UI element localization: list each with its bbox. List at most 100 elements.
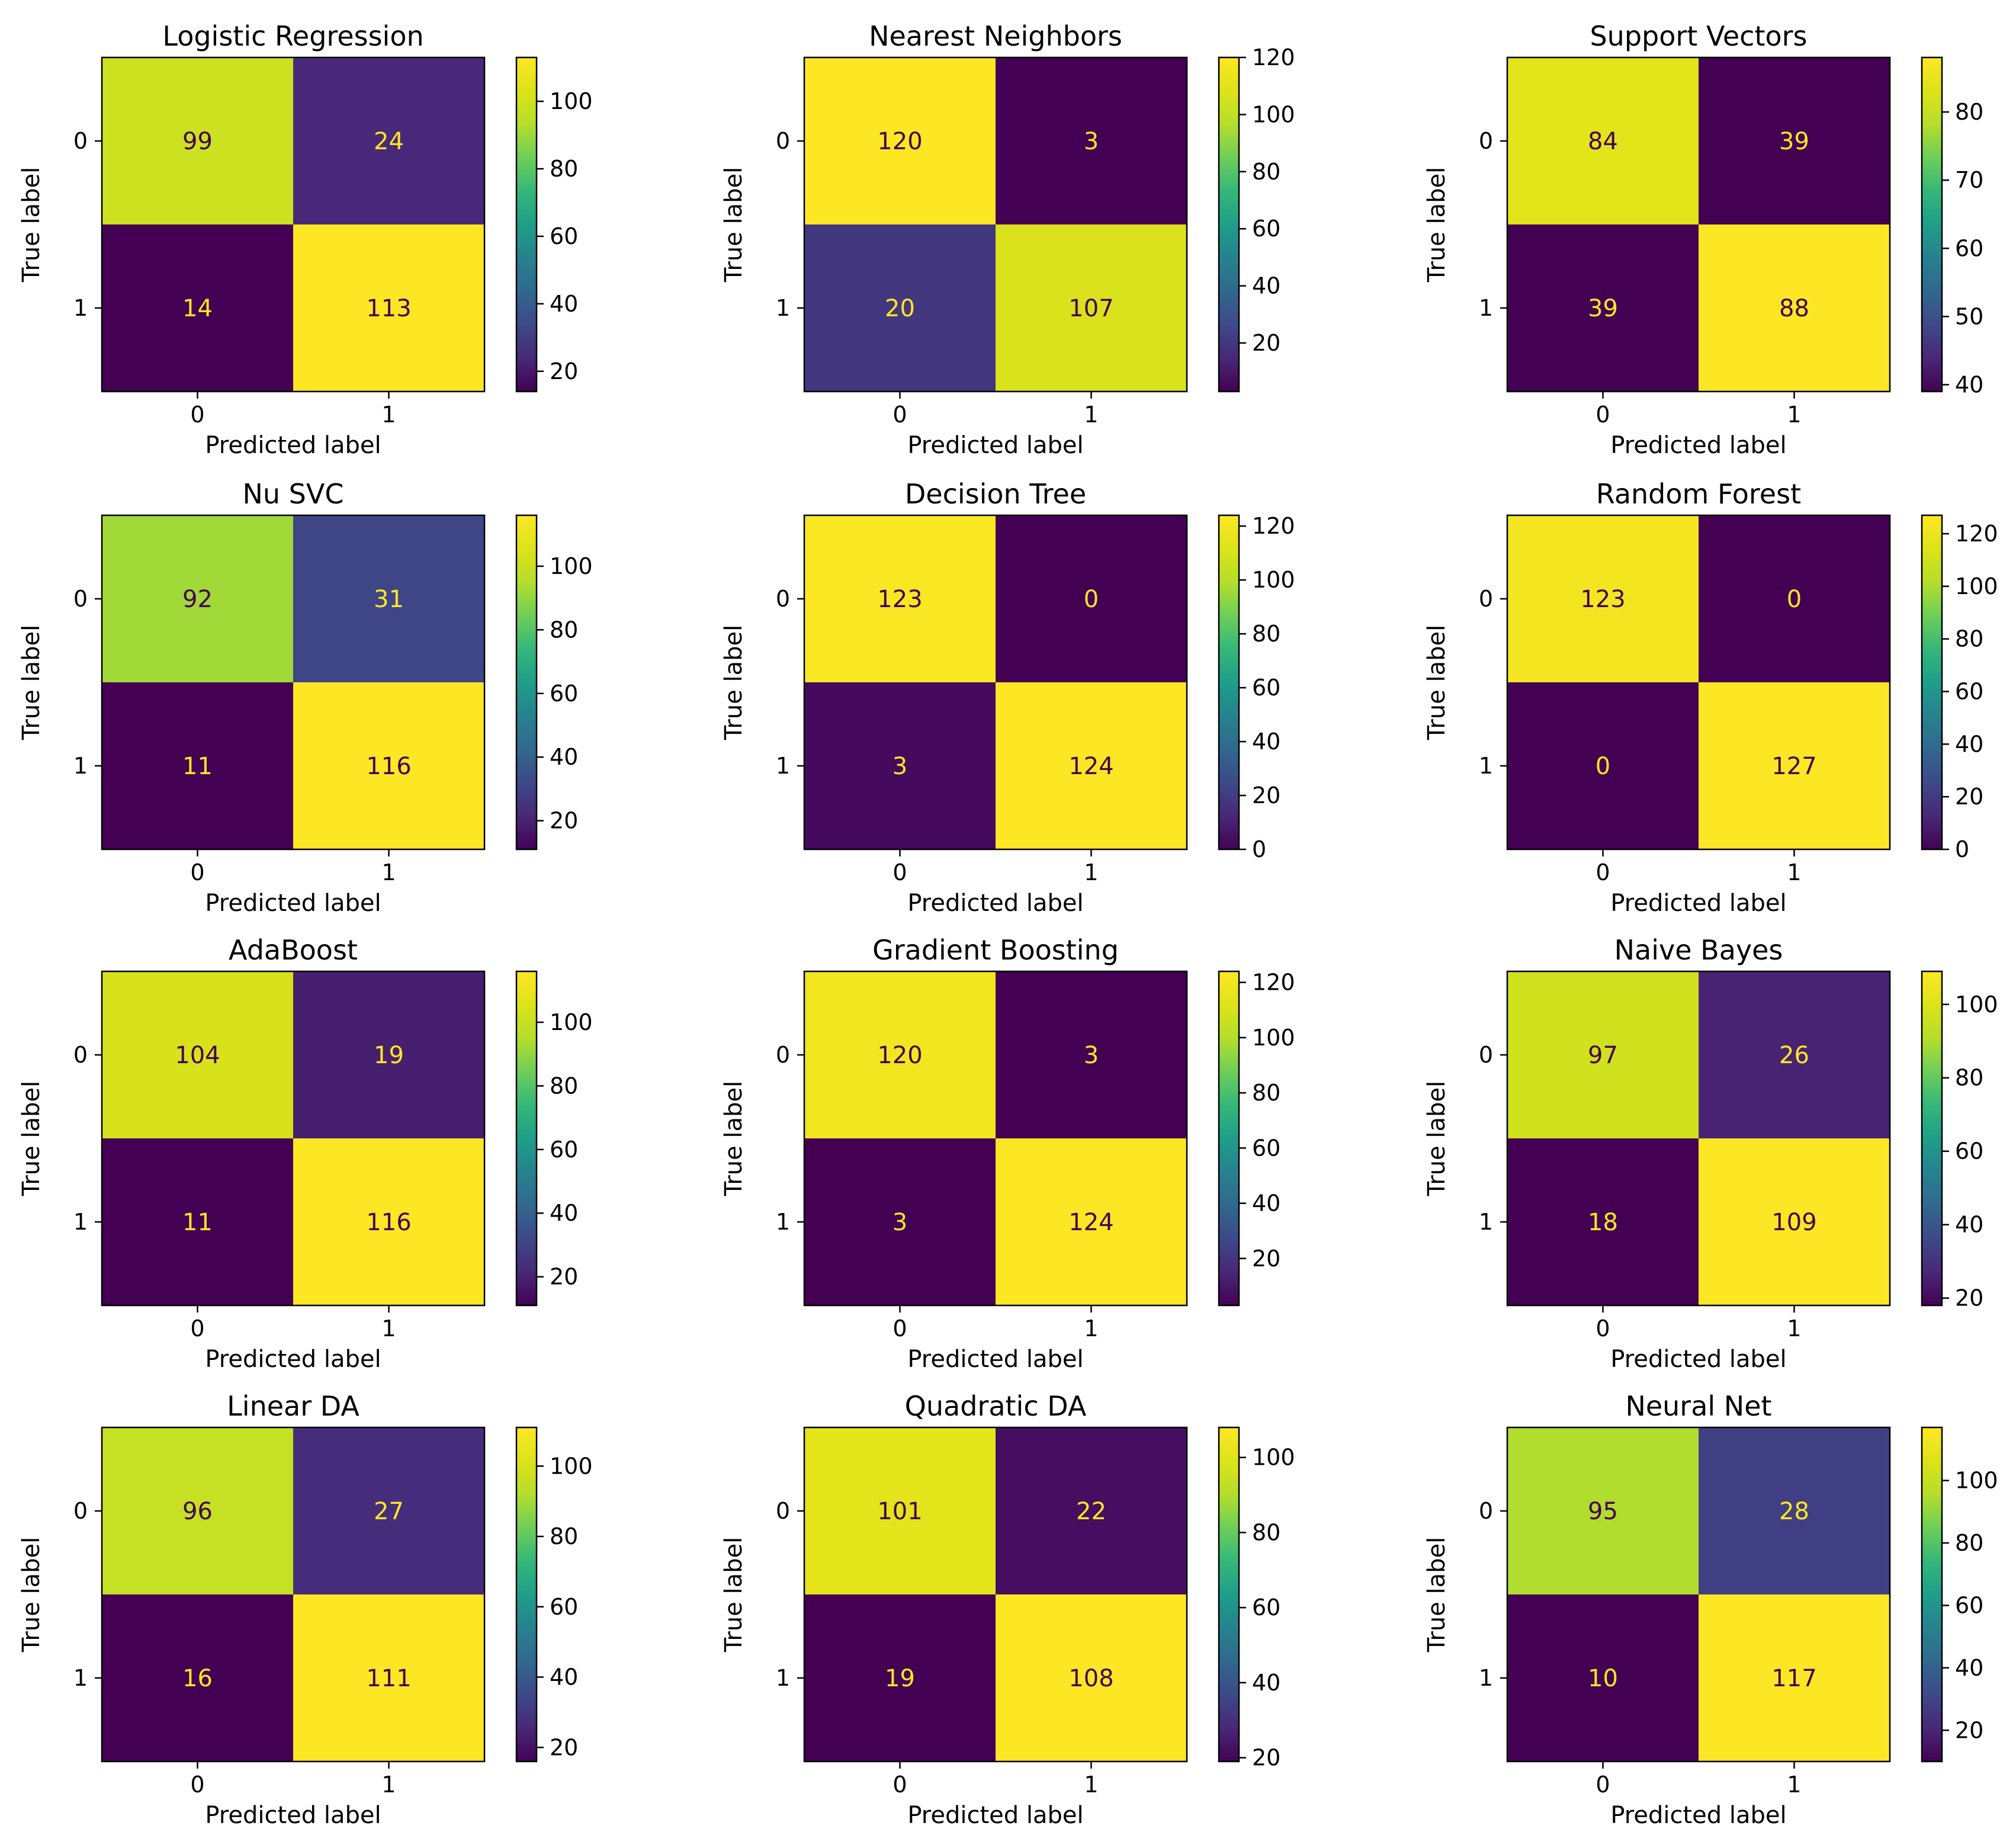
colorbar-tick-label: 120 (1252, 513, 1295, 539)
colorbar-tick-label: 20 (550, 358, 578, 384)
y-axis-label: True label (720, 1081, 747, 1196)
y-tick-label: 0 (73, 1042, 88, 1068)
panel-title: Support Vectors (1590, 20, 1807, 52)
matrix-cell (293, 1594, 484, 1761)
matrix-cell (996, 224, 1187, 392)
colorbar (1219, 57, 1239, 392)
colorbar-tick-label: 60 (1252, 675, 1280, 701)
y-axis-label: True label (1423, 167, 1450, 283)
x-tick-label: 1 (1084, 1772, 1098, 1798)
matrix-cell (293, 515, 484, 682)
x-axis-label: Predicted label (205, 1802, 381, 1829)
cell-value: 99 (182, 128, 213, 155)
axes-frame (1506, 56, 1891, 393)
x-axis-label: Predicted label (907, 1346, 1083, 1373)
x-tick-label: 1 (381, 1772, 396, 1798)
colorbar-frame (1218, 514, 1240, 851)
colorbar (1922, 1427, 1942, 1761)
y-tick-label: 0 (73, 128, 88, 154)
matrix-cell (804, 515, 996, 682)
x-tick-label: 0 (190, 1772, 204, 1798)
colorbar-frame (515, 514, 538, 851)
matrix-cell (293, 57, 484, 224)
colorbar-tick-label: 120 (1955, 521, 1998, 547)
colorbar-tick-label: 50 (1955, 303, 1983, 329)
x-tick-label: 1 (1084, 1315, 1098, 1342)
cell-value: 88 (1779, 295, 1809, 322)
colorbar-tick-label: 100 (550, 1453, 593, 1479)
cell-value: 116 (366, 1209, 411, 1236)
y-tick-label: 1 (776, 1665, 790, 1691)
x-tick-label: 0 (893, 859, 907, 885)
colorbar (1922, 971, 1942, 1305)
cell-value: 97 (1588, 1042, 1618, 1069)
cell-value: 0 (1084, 586, 1099, 613)
colorbar-tick-label: 40 (1955, 371, 1983, 397)
colorbar (516, 1427, 537, 1761)
cell-value: 3 (893, 1209, 907, 1236)
y-tick-label: 0 (73, 1498, 88, 1524)
matrix-cell (996, 1427, 1187, 1594)
cell-value: 22 (1076, 1498, 1106, 1525)
colorbar (516, 971, 537, 1305)
colorbar (516, 57, 537, 392)
cell-value: 111 (366, 1665, 411, 1692)
colorbar-tick-label: 80 (1252, 1080, 1280, 1106)
colorbar-tick-label: 80 (550, 1073, 578, 1099)
x-tick-label: 0 (1596, 1772, 1610, 1798)
colorbar (1922, 515, 1942, 849)
x-tick-label: 1 (381, 1315, 396, 1342)
axes-frame (1506, 970, 1891, 1307)
y-tick-label: 0 (1479, 1498, 1493, 1524)
y-tick-label: 1 (776, 295, 790, 321)
cell-value: 124 (1068, 1209, 1113, 1236)
matrix-cell (804, 1427, 996, 1594)
matrix-cell (1699, 57, 1890, 224)
x-axis-label: Predicted label (1610, 890, 1786, 917)
y-axis-label: True label (1423, 625, 1450, 740)
colorbar (1219, 515, 1239, 849)
cell-value: 3 (1084, 128, 1099, 155)
cell-value: 19 (374, 1042, 404, 1069)
x-tick-label: 1 (381, 859, 396, 885)
cell-value: 39 (1779, 128, 1809, 155)
x-axis-label: Predicted label (907, 1802, 1083, 1829)
colorbar (516, 515, 537, 849)
colorbar-frame (1218, 56, 1240, 393)
panel-title: Decision Tree (905, 478, 1086, 510)
colorbar-tick-label: 0 (1955, 836, 1969, 862)
matrix-cell (102, 1594, 293, 1761)
colorbar-tick-label: 20 (1252, 1246, 1280, 1272)
y-tick-label: 1 (776, 1209, 790, 1235)
matrix-cell (1699, 971, 1890, 1138)
matrix-cell (996, 1138, 1187, 1305)
cell-value: 0 (1787, 586, 1802, 613)
matrix-cell (804, 57, 996, 224)
matrix-cell (1699, 1594, 1890, 1761)
cell-value: 120 (877, 1042, 922, 1069)
cell-value: 18 (1588, 1209, 1618, 1236)
y-tick-label: 0 (1479, 1042, 1493, 1068)
y-tick-label: 1 (1479, 1665, 1493, 1691)
colorbar-tick-label: 100 (1252, 567, 1295, 593)
panel-title: Nearest Neighbors (869, 20, 1122, 52)
colorbar-tick-label: 20 (1955, 1717, 1983, 1743)
cell-value: 10 (1588, 1665, 1618, 1692)
cell-value: 31 (374, 586, 404, 613)
colorbar-tick-label: 20 (1252, 1745, 1280, 1771)
axes-frame (101, 56, 486, 393)
colorbar-frame (1921, 514, 1943, 851)
matrix-cell (102, 971, 293, 1138)
colorbar-tick-label: 80 (550, 156, 578, 182)
x-tick-label: 1 (1084, 859, 1098, 885)
x-tick-label: 0 (190, 859, 204, 885)
matrix-cell (293, 1427, 484, 1594)
